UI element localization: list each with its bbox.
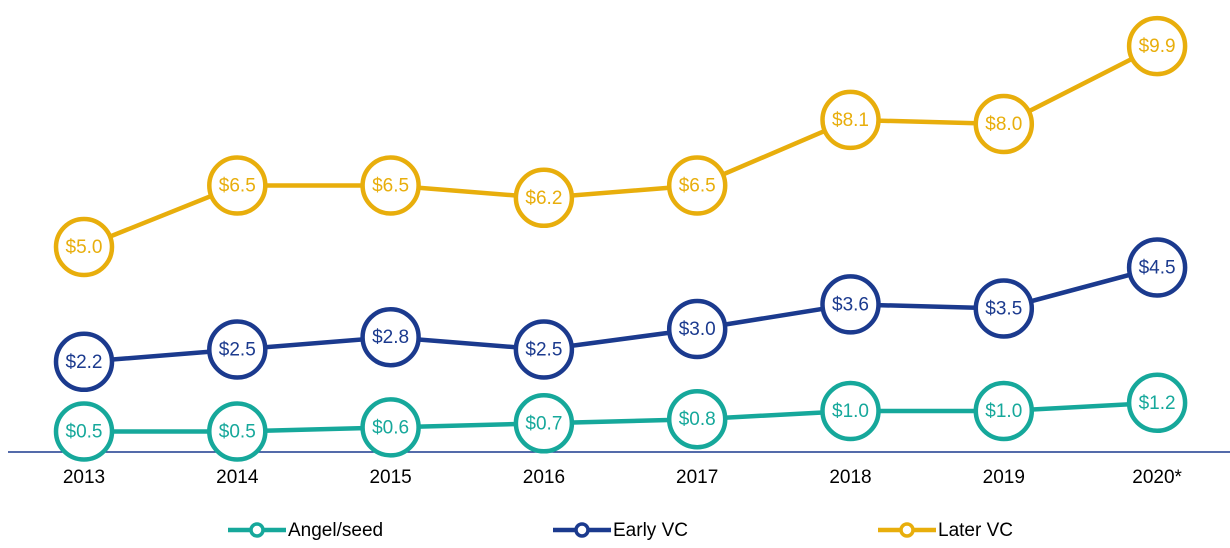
legend-label: Later VC [938,520,1013,541]
data-label: $4.5 [1139,258,1176,279]
data-label: $8.1 [832,110,869,131]
x-tick-label: 2014 [216,467,259,488]
point [973,380,1035,442]
data-label: $3.0 [679,319,716,340]
x-tick-label: 2020* [1132,467,1182,488]
data-label: $5.0 [66,237,103,258]
data-label: $6.5 [679,176,716,197]
data-label: $8.0 [985,114,1022,135]
data-label: $2.5 [219,340,256,361]
x-tick-label: 2017 [676,467,718,488]
point [820,380,881,442]
point [666,388,728,450]
data-label: $0.7 [525,413,562,434]
point [513,319,575,380]
point [513,393,575,454]
data-label: $0.8 [679,409,716,430]
legend-label: Early VC [613,520,688,541]
legend-marker [249,522,265,538]
x-tick-label: 2013 [63,467,105,488]
x-tick-label: 2018 [829,467,871,488]
point [513,167,575,229]
point [360,306,421,368]
point [666,298,728,360]
point [820,89,881,151]
data-label: $0.6 [372,417,409,438]
data-label: $6.5 [219,176,256,197]
data-label: $3.5 [985,299,1022,320]
point [1126,372,1188,434]
data-label: $0.5 [66,422,103,443]
data-label: $2.5 [525,340,562,361]
point [207,401,268,462]
data-label: $0.5 [219,422,256,443]
data-label: $1.0 [832,401,869,422]
point [820,274,881,335]
data-label: $1.0 [985,401,1022,422]
data-label: $3.6 [832,294,869,315]
point [207,155,268,216]
point [360,155,421,216]
point [53,401,115,462]
data-label: $6.2 [525,188,562,209]
x-tick-label: 2019 [983,467,1025,488]
data-label: $2.2 [66,352,103,373]
data-label: $2.8 [372,327,409,348]
point [666,155,728,216]
point [360,397,421,458]
legend-marker [899,522,915,538]
point [53,331,115,393]
point [53,216,115,278]
point [1126,15,1188,77]
legend-marker [574,522,590,538]
x-tick-label: 2015 [369,467,411,488]
data-label: $9.9 [1139,36,1176,57]
point [207,319,268,380]
legend-label: Angel/seed [288,520,383,541]
point [973,278,1035,339]
data-label: $6.5 [372,176,409,197]
point [973,93,1035,155]
point [1126,237,1188,298]
data-label: $1.2 [1139,393,1176,414]
x-tick-label: 2016 [523,467,565,488]
